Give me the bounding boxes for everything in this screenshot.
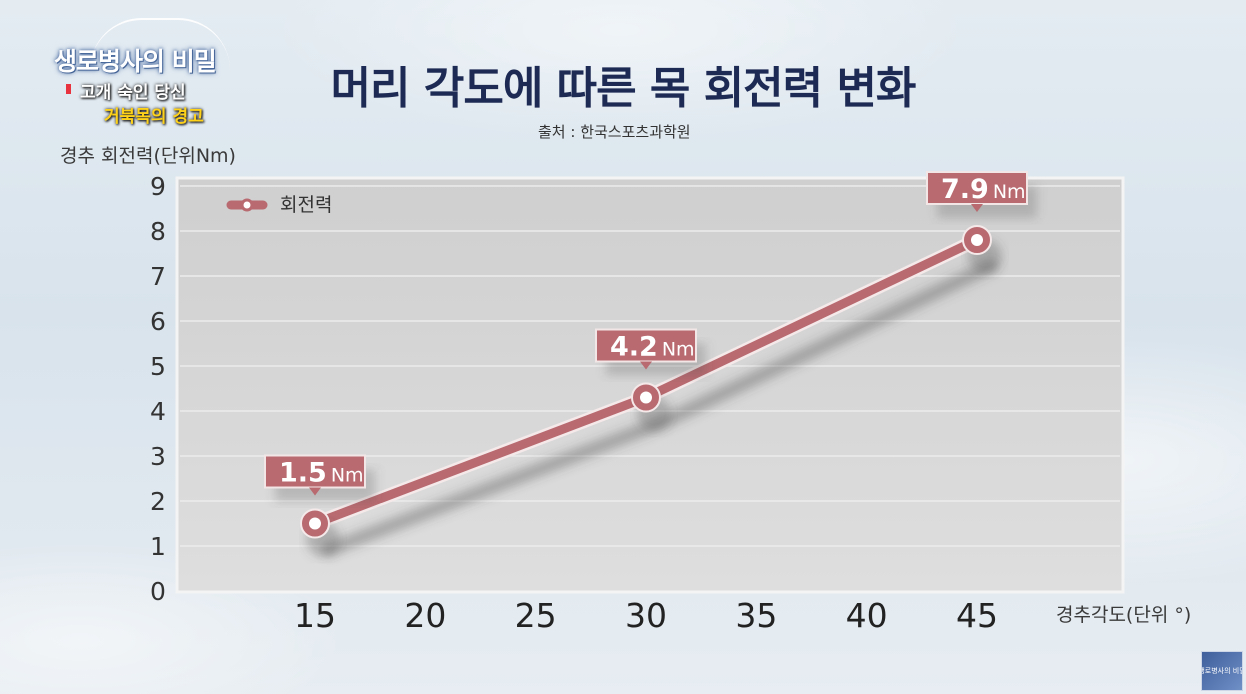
y-axis-label: 경추 회전력(단위Nm): [60, 145, 236, 167]
y-tick-label-7: 7: [150, 262, 166, 291]
data-label-pointer: [971, 204, 983, 212]
data-label-box: [926, 171, 1028, 205]
logo-subtitle-1: 고개 숙인 당신: [80, 83, 186, 103]
x-tick-label-40: 40: [846, 596, 888, 635]
y-tick-label-2: 2: [150, 487, 166, 516]
data-point-center: [971, 234, 983, 246]
x-tick-label-25: 25: [515, 596, 557, 635]
data-label-45: 7.9 Nm: [941, 174, 1026, 205]
data-label-15: 1.5 Nm: [279, 458, 364, 489]
legend-swatch-marker: [240, 198, 254, 212]
y-tick-label-6: 6: [150, 307, 166, 336]
logo-title: 생로병사의 비밀: [54, 47, 217, 76]
y-tick-label-4: 4: [150, 397, 166, 426]
data-label-box: [595, 328, 697, 363]
y-tick-label-5: 5: [150, 352, 166, 381]
chart-title: 머리 각도에 따른 목 회전력 변화: [330, 63, 917, 114]
x-tick-label-45: 45: [956, 596, 998, 635]
logo-subtitle-2: 거북목의 경고: [104, 107, 204, 127]
data-label-pointer: [640, 361, 652, 370]
y-tick-label-8: 8: [150, 217, 166, 246]
data-point-center: [640, 391, 652, 404]
data-label-pointer: [309, 487, 321, 496]
x-tick-label-35: 35: [735, 596, 777, 635]
logo-arc: [90, 18, 230, 70]
x-tick-label-15: 15: [294, 596, 336, 635]
data-label-30: 4.2 Nm: [610, 332, 695, 363]
data-point-center: [309, 517, 321, 530]
x-axis-label: 경추각도(단위 °): [1056, 604, 1192, 626]
program-logo: 생로병사의 비밀 고개 숙인 당신 거북목의 경고: [50, 18, 240, 133]
x-tick-label-20: 20: [404, 596, 446, 635]
chart-source: 출처 : 한국스포츠과학원: [538, 123, 691, 141]
y-tick-label-9: 9: [150, 172, 166, 201]
y-tick-label-1: 1: [150, 532, 166, 561]
y-tick-label-3: 3: [150, 442, 166, 471]
logo-bullet: [66, 84, 71, 94]
corner-channel-logo: 생로병사의 비밀: [1201, 651, 1243, 691]
legend-label: 회전력: [280, 194, 332, 216]
y-tick-label-0: 0: [150, 577, 166, 606]
x-tick-label-30: 30: [625, 596, 667, 635]
